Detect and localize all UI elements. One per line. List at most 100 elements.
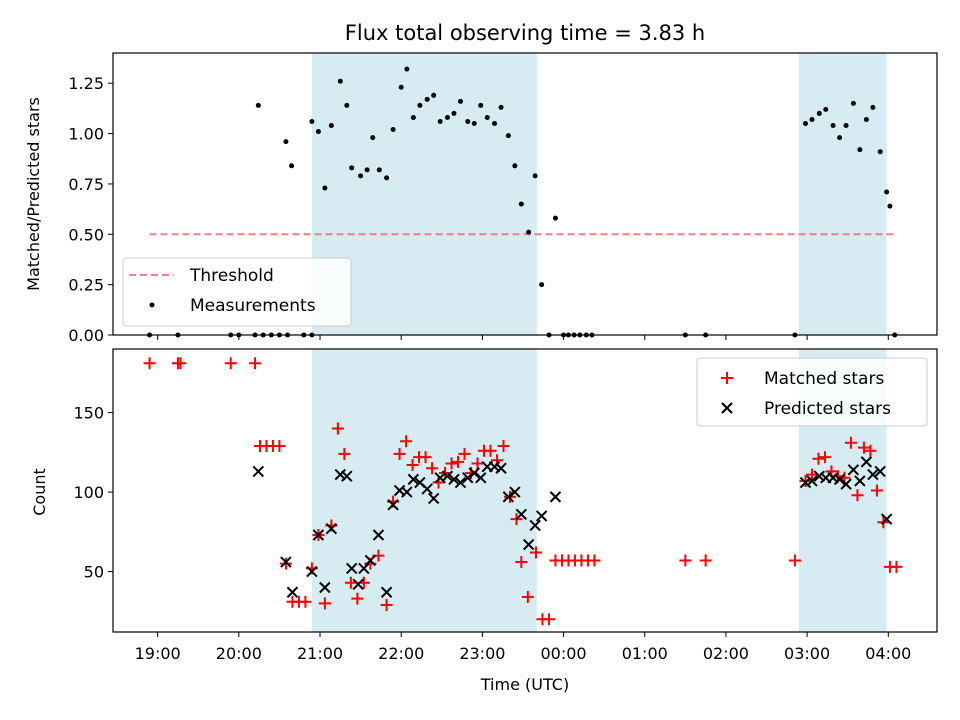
data-point: [805, 468, 818, 481]
data-point: [812, 452, 825, 465]
data-point: [515, 556, 528, 569]
data-point: [526, 229, 532, 235]
data-point: [398, 84, 404, 90]
x-tick-label: 03:00: [784, 644, 830, 663]
data-point: [341, 470, 353, 482]
y-tick-label: 0.00: [68, 326, 104, 345]
y-tick-label: 1.25: [68, 74, 104, 93]
data-point: [358, 173, 364, 179]
data-point: [306, 565, 318, 578]
data-point: [475, 472, 487, 484]
data-point: [844, 436, 857, 449]
data-point: [884, 189, 890, 195]
data-point: [518, 201, 524, 207]
y-tick-label: 0.75: [68, 175, 104, 194]
data-point: [322, 185, 328, 191]
series-measurements: [147, 66, 898, 338]
series-matched-stars: [143, 357, 903, 626]
data-point: [407, 473, 420, 486]
panel-counts-frame: [112, 348, 938, 633]
data-point: [806, 475, 818, 487]
data-point: [372, 529, 385, 541]
data-point: [441, 470, 454, 482]
data-point: [833, 473, 846, 486]
x-tick-label: 01:00: [622, 644, 668, 663]
data-point: [410, 114, 416, 120]
data-point: [542, 613, 555, 626]
data-point: [445, 457, 458, 470]
y-tick-label: 50: [84, 563, 104, 582]
data-point: [492, 121, 498, 126]
data-point: [488, 460, 501, 473]
data-point: [843, 123, 849, 129]
data-point: [549, 491, 562, 503]
data-point: [318, 597, 331, 610]
x-tick-label: 00:00: [541, 644, 587, 663]
data-point: [870, 104, 876, 110]
data-point: [279, 557, 292, 570]
data-point: [337, 78, 343, 84]
panel-ratio-frame: [112, 52, 938, 336]
data-point: [497, 439, 510, 452]
data-point: [370, 135, 376, 141]
data-point: [830, 123, 836, 129]
data-point: [854, 475, 866, 487]
data-point: [452, 455, 465, 468]
data-point: [802, 121, 808, 126]
data-point: [299, 595, 312, 608]
data-point: [837, 135, 843, 141]
data-point: [887, 203, 893, 209]
data-point: [174, 357, 187, 370]
panel-counts: 50 100 150 19:00 20:00 21:00 22:00 23:00 00:00 0…: [30, 348, 938, 663]
data-point: [448, 473, 460, 486]
data-point: [529, 546, 542, 559]
legend-measurements-label: Measurements: [190, 296, 316, 316]
data-point: [393, 447, 406, 460]
data-point: [509, 486, 521, 498]
data-point: [325, 522, 338, 535]
data-point: [521, 591, 534, 604]
x-tick-label: 19:00: [135, 644, 181, 663]
y-tick-label: 150: [73, 404, 104, 423]
data-point: [857, 441, 870, 454]
data-point: [400, 435, 413, 448]
data-point: [880, 513, 893, 525]
data-point: [458, 447, 471, 460]
data-point: [249, 357, 262, 370]
data-point: [877, 149, 883, 155]
y-tick-label: 0.50: [68, 225, 104, 244]
data-point: [850, 100, 856, 106]
data-point: [315, 129, 321, 135]
legend-ratio: Threshold Measurements: [122, 257, 352, 327]
data-point: [419, 451, 432, 464]
data-point: [552, 215, 558, 221]
data-point: [471, 457, 484, 470]
data-point: [502, 491, 515, 503]
data-point: [344, 576, 357, 589]
data-point: [283, 139, 289, 145]
data-point: [427, 492, 440, 505]
data-point: [813, 470, 825, 482]
data-point: [331, 422, 344, 435]
data-point: [286, 586, 299, 598]
data-point: [468, 467, 480, 479]
data-point: [431, 92, 437, 98]
data-point: [870, 484, 883, 497]
data-point: [457, 98, 463, 104]
data-point: [588, 554, 601, 567]
x-tick-label: 20:00: [216, 644, 262, 663]
legend-predicted-swatch: [721, 402, 733, 414]
data-point: [863, 116, 869, 122]
data-point: [522, 538, 535, 551]
x-tick-label: 23:00: [459, 644, 505, 663]
data-point: [818, 451, 831, 464]
data-point: [462, 472, 474, 484]
legend-measurements-swatch: [149, 302, 155, 308]
data-point: [417, 102, 423, 108]
data-point: [484, 114, 490, 120]
data-point: [495, 462, 507, 474]
legend-matched-swatch: [721, 372, 733, 384]
data-point: [380, 598, 393, 611]
data-point: [788, 554, 801, 567]
data-point: [823, 106, 829, 112]
